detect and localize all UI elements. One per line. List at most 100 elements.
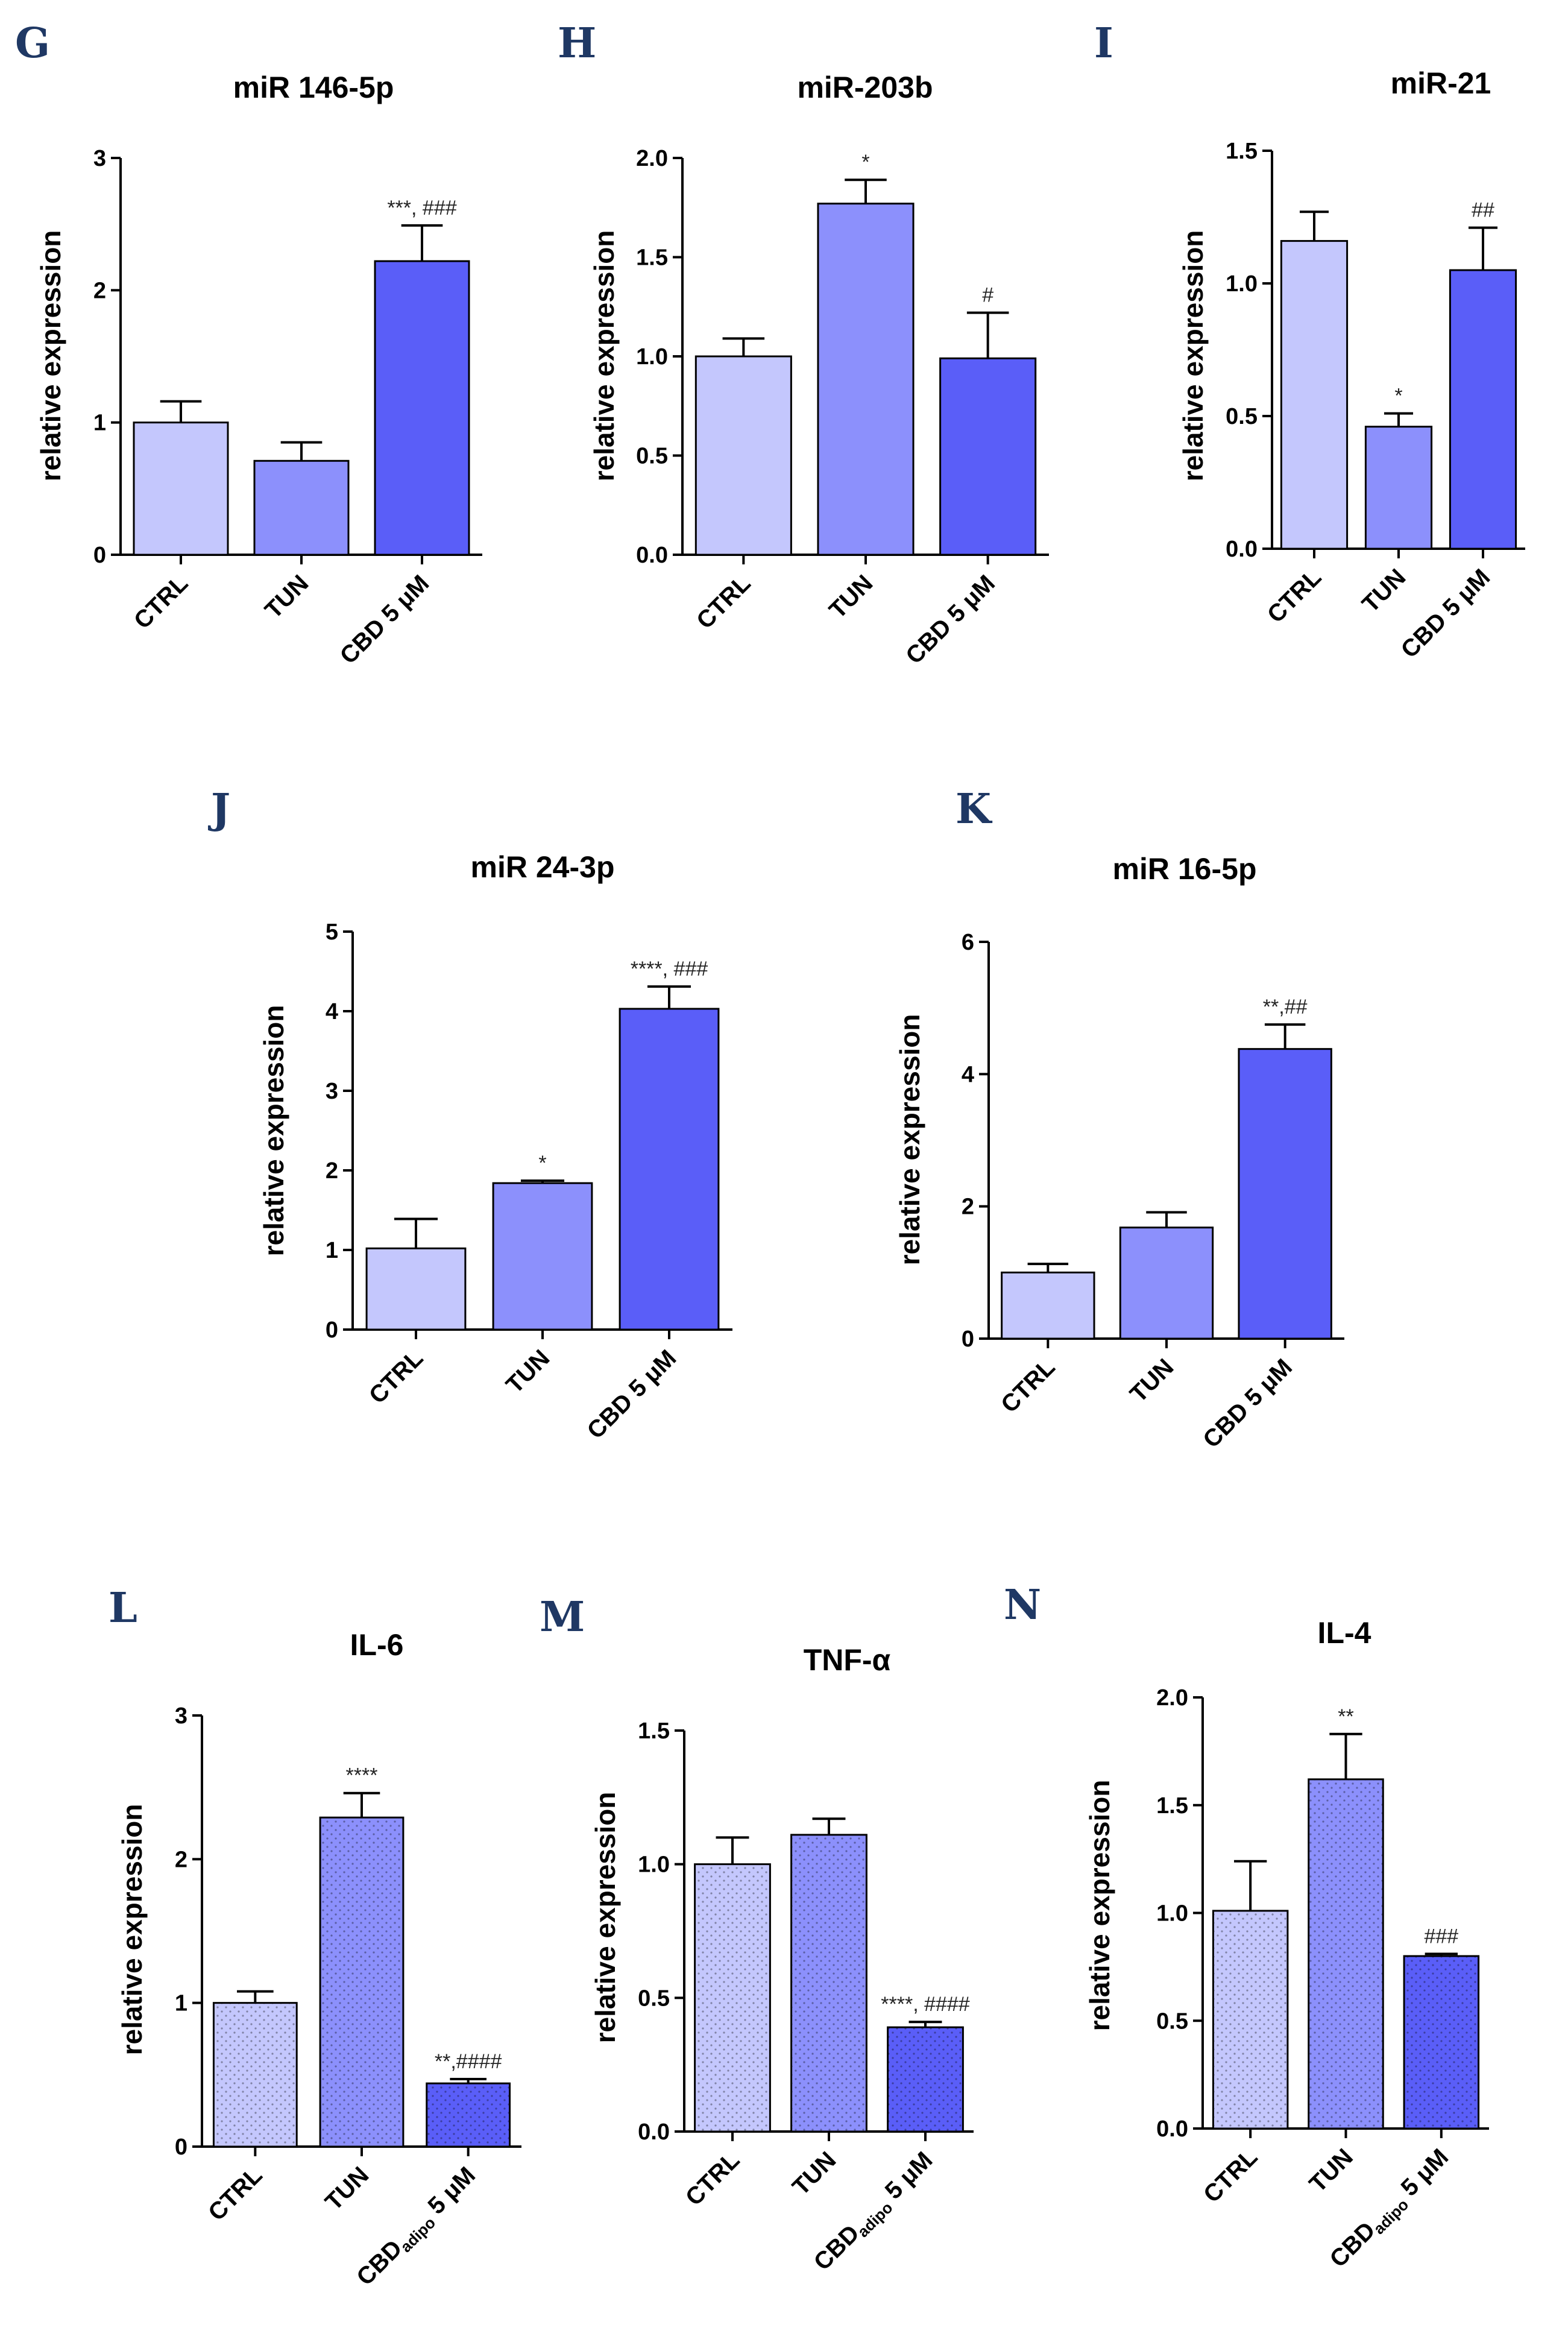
significance-label: # (982, 284, 993, 307)
category-label: TUN (1357, 564, 1411, 617)
significance-label: ### (1424, 1925, 1458, 1948)
y-tick-label: 1.0 (638, 1852, 670, 1878)
significance-label: ***, ### (387, 197, 456, 219)
category-label: CBD 5 μM (1198, 1354, 1297, 1453)
bar (1119, 1226, 1214, 1340)
y-axis-label: relative expression (258, 1005, 289, 1257)
y-tick-label: 2 (93, 278, 106, 303)
y-tick-label: 0.0 (1226, 537, 1258, 562)
y-tick-label: 3 (326, 1079, 338, 1104)
bar (1449, 269, 1517, 550)
category-label: TUN (787, 2147, 841, 2200)
bar-texture (1213, 1910, 1288, 2129)
panel-letter: J (208, 785, 230, 833)
bar (1001, 1271, 1095, 1340)
category-label: CTRL (681, 2147, 745, 2211)
bar-texture (694, 1864, 770, 2132)
panel-g: G miR 146-5p relative expression 0 1 2 3 CTR… (15, 19, 482, 669)
significance-label: **,## (1263, 996, 1308, 1018)
category-label: CBD 5 μM (335, 570, 435, 669)
bar (1238, 1048, 1332, 1340)
y-tick-label: 3 (93, 146, 106, 171)
significance-label: * (538, 1152, 546, 1175)
panel-k: K miR 16-5p relative expression 0 2 4 6 CTRL… (894, 785, 1344, 1453)
bar (619, 1008, 720, 1331)
chart-title: miR 16-5p (1113, 852, 1257, 886)
bar-texture (1404, 1956, 1479, 2129)
y-tick-label: 2.0 (636, 146, 668, 171)
y-tick-label: 0.0 (638, 2119, 670, 2145)
category-label: CTRL (996, 1354, 1060, 1418)
chart-title: miR 146-5p (233, 71, 394, 104)
y-tick-label: 1.5 (636, 245, 668, 271)
bar (492, 1182, 593, 1331)
y-tick-label: 1.5 (1156, 1793, 1188, 1819)
y-axis-label: relative expression (894, 1014, 925, 1266)
category-label: CTRL (1262, 564, 1327, 628)
bar (939, 357, 1037, 556)
y-axis-label: relative expression (588, 230, 620, 482)
panel-letter: G (15, 19, 50, 68)
bar (817, 203, 915, 556)
category-label: CBD 5 μM (901, 570, 1000, 669)
panel-n: N IL-4 relative expression 0.0 0.5 1.0 1.5 2… (1004, 1581, 1489, 2273)
bar-texture (1308, 1779, 1384, 2129)
panel-letter: K (956, 785, 993, 833)
category-label: CBD 5 μM (582, 1345, 682, 1444)
y-tick-label: 4 (326, 999, 338, 1024)
bar-texture (426, 2083, 510, 2147)
bar-texture (213, 2002, 297, 2147)
y-axis-label: relative expression (35, 230, 66, 482)
y-tick-label: 4 (962, 1062, 974, 1087)
bar-texture (320, 1817, 403, 2147)
chart-title: miR-203b (797, 71, 933, 104)
category-label: CTRL (364, 1345, 429, 1409)
significance-label: ****, #### (881, 1993, 970, 2016)
y-axis-label: relative expression (1084, 1780, 1115, 2031)
significance-label: * (861, 151, 869, 174)
y-tick-label: 0 (962, 1327, 974, 1352)
y-tick-label: 1 (326, 1238, 338, 1263)
y-tick-label: 0.5 (638, 1986, 670, 2011)
y-tick-label: 1.5 (638, 1718, 670, 1744)
significance-label: **** (346, 1764, 378, 1787)
chart-title: miR-21 (1391, 66, 1491, 100)
significance-label: ****, ### (631, 958, 708, 980)
panel-l: L IL-6 relative expression 0 1 2 3 CTRL **** T… (109, 1584, 521, 2291)
category-label: TUN (1125, 1354, 1179, 1407)
chart-title: IL-4 (1318, 1616, 1371, 1650)
bar (694, 355, 792, 556)
significance-label: ** (1338, 1705, 1353, 1728)
category-label: CTRL (203, 2162, 268, 2226)
y-tick-label: 1.0 (1226, 271, 1258, 297)
category-label: TUN (501, 1345, 555, 1398)
category-label: TUN (824, 570, 878, 623)
y-tick-label: 2 (175, 1847, 187, 1872)
bar (1280, 240, 1349, 550)
panel-letter: M (540, 1593, 585, 1641)
y-tick-label: 6 (962, 930, 974, 955)
y-tick-label: 1 (175, 1991, 187, 2016)
y-tick-label: 2.0 (1156, 1685, 1188, 1711)
y-tick-label: 0 (93, 543, 106, 568)
category-label: TUN (1305, 2144, 1358, 2197)
y-tick-label: 0.0 (636, 543, 668, 568)
panel-letter: I (1094, 19, 1113, 68)
y-tick-label: 1.5 (1226, 139, 1258, 164)
y-tick-label: 0.5 (1226, 404, 1258, 429)
y-tick-label: 0.5 (636, 444, 668, 469)
panel-letter: L (109, 1584, 137, 1632)
category-label: CTRL (1198, 2144, 1263, 2208)
bar (253, 459, 350, 556)
category-label: CTRL (129, 570, 194, 634)
y-tick-label: 0 (175, 2135, 187, 2160)
y-tick-label: 1.0 (636, 344, 668, 370)
bar (374, 260, 470, 556)
panel-j: J miR 24-3p relative expression 0 1 2 3 4 5 CT… (208, 785, 732, 1444)
significance-label: **,#### (435, 2050, 502, 2073)
significance-label: ## (1472, 199, 1494, 222)
chart-title: IL-6 (350, 1628, 404, 1662)
y-tick-label: 1.0 (1156, 1901, 1188, 1927)
